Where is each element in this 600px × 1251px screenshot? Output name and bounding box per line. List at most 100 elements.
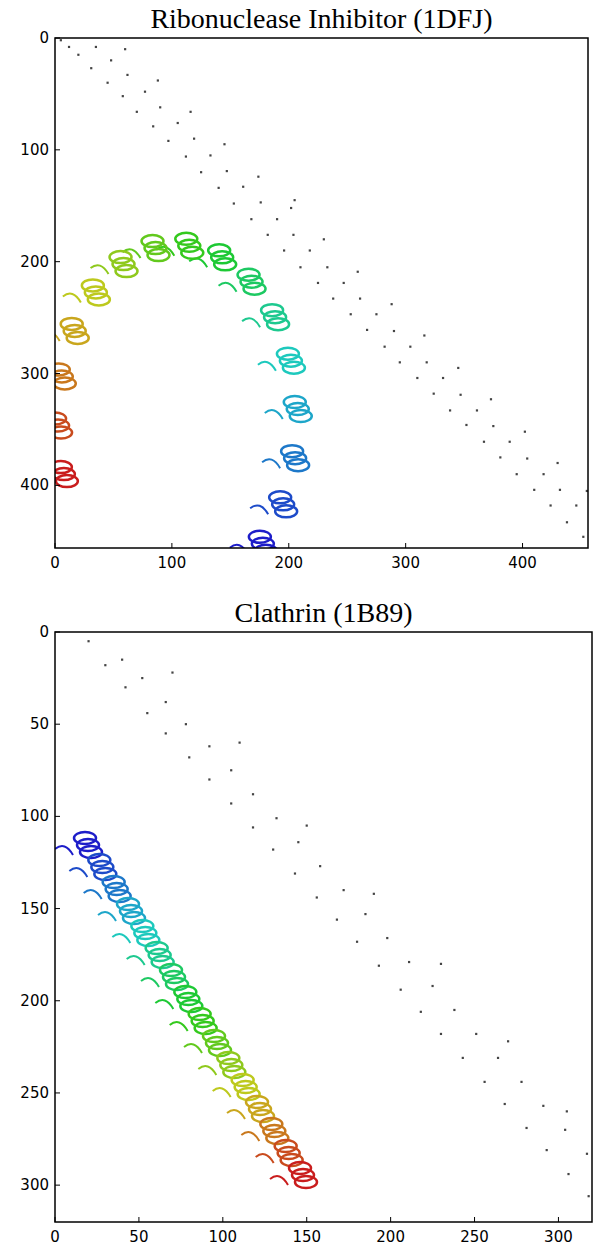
contact-point [292, 234, 294, 236]
points [60, 39, 588, 538]
contact-point [276, 218, 278, 220]
loop [69, 868, 87, 877]
contact-point [408, 961, 410, 963]
contact-point [373, 893, 375, 895]
contact-point [299, 266, 301, 268]
contact-point [453, 1009, 455, 1011]
contact-point [423, 334, 425, 336]
contact-point [171, 671, 173, 673]
x-tick [171, 543, 172, 548]
contact-point [457, 367, 459, 369]
figure-svg: Ribonuclease Inhibitor (1DFJ)01002003004… [0, 0, 600, 1251]
contact-point [104, 664, 106, 666]
y-tick-label: 100 [20, 807, 49, 825]
contact-point [391, 303, 393, 305]
contact-point [294, 872, 296, 874]
contact-point [200, 171, 202, 173]
contact-point [306, 824, 308, 826]
contact-point [317, 282, 319, 284]
helix-turn [287, 459, 309, 471]
contact-point [557, 462, 559, 464]
loop [184, 1044, 202, 1053]
contact-point [316, 896, 318, 898]
contact-point [416, 377, 418, 379]
contact-point [564, 1129, 566, 1131]
x-tick-label: 100 [208, 1228, 237, 1246]
contact-point [188, 756, 190, 758]
helix-turn [116, 265, 138, 277]
contact-point [566, 1110, 568, 1112]
contact-point [218, 187, 220, 189]
loop [127, 956, 145, 965]
contact-point [566, 521, 568, 523]
contact-point [252, 793, 254, 795]
contact-point [356, 941, 358, 943]
contact-point [144, 91, 146, 93]
loop [265, 410, 283, 419]
contact-point [290, 207, 292, 209]
contact-point [309, 249, 311, 251]
contact-point [90, 67, 92, 69]
contact-point [509, 441, 511, 443]
y-tick [55, 261, 60, 262]
loop [91, 265, 109, 274]
contact-point [252, 826, 254, 828]
contact-point [95, 46, 97, 48]
y-tick [55, 816, 60, 817]
x-tick [522, 543, 523, 548]
x-tick-label: 0 [50, 554, 60, 572]
x-tick-label: 100 [158, 554, 187, 572]
loop [219, 283, 237, 292]
contact-point [483, 441, 485, 443]
loop [258, 362, 276, 371]
contact-point [267, 234, 269, 236]
y-tick [55, 373, 60, 374]
contact-point [484, 1081, 486, 1083]
y-tick-label: 0 [39, 29, 49, 47]
loop [227, 1110, 245, 1119]
plot-frame [55, 38, 588, 548]
helix-turn [295, 1176, 317, 1188]
contact-point [233, 202, 235, 204]
y-tick-label: 300 [20, 1176, 49, 1194]
figure: Ribonuclease Inhibitor (1DFJ)01002003004… [0, 0, 600, 1251]
helix-turn [214, 258, 236, 270]
x-tick [138, 1217, 139, 1222]
contact-point [260, 201, 262, 203]
helix-turn [67, 332, 89, 344]
loop [84, 890, 102, 899]
helix-turn [244, 283, 266, 295]
contact-point [110, 59, 112, 61]
structure-ribbon [55, 832, 317, 1188]
y-tick [55, 724, 60, 725]
contact-point [257, 176, 259, 178]
contact-point [230, 769, 232, 771]
contact-point [121, 659, 123, 661]
contact-point [193, 138, 195, 140]
loop [270, 1176, 288, 1185]
contact-point [533, 489, 535, 491]
x-tick [405, 543, 406, 548]
x-tick-label: 150 [292, 1228, 321, 1246]
y-tick-label: 150 [20, 900, 49, 918]
contact-point [275, 817, 277, 819]
x-tick [306, 1217, 307, 1222]
contact-point [124, 48, 126, 50]
contact-point [409, 346, 411, 348]
loop [262, 459, 280, 468]
contact-point [238, 742, 240, 744]
contact-point [189, 111, 191, 113]
contact-point [475, 1033, 477, 1035]
contact-point [431, 985, 433, 987]
contact-point [122, 95, 124, 97]
contact-point [516, 473, 518, 475]
contact-point [525, 1127, 527, 1129]
contact-point [242, 186, 244, 188]
loop [112, 934, 130, 943]
contact-point [185, 723, 187, 725]
contact-point [399, 361, 401, 363]
loop [155, 1000, 173, 1009]
y-tick-label: 100 [20, 141, 49, 159]
contact-point [323, 238, 325, 240]
contact-point [366, 329, 368, 331]
